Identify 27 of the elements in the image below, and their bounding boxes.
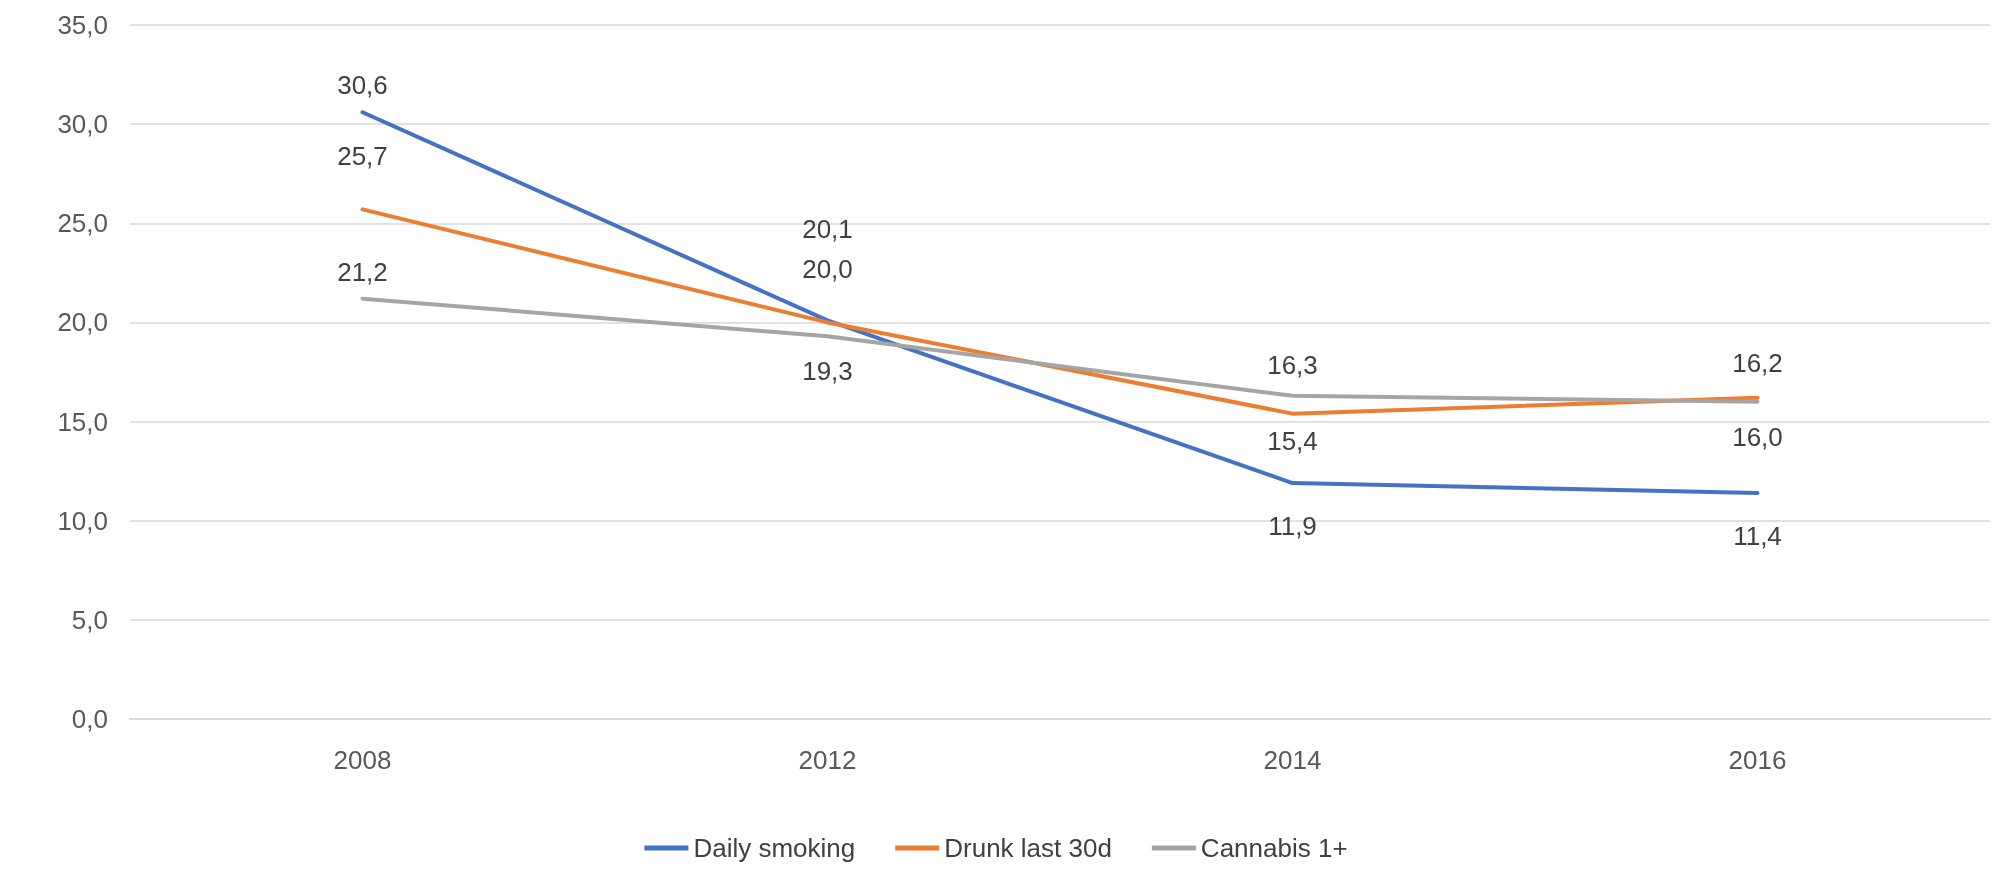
y-tick-label: 20,0 (57, 307, 108, 338)
data-label: 25,7 (337, 141, 388, 172)
y-tick-label: 30,0 (57, 109, 108, 140)
x-tick-label: 2014 (1263, 745, 1322, 775)
x-tick-label: 2012 (798, 745, 857, 775)
data-label: 15,4 (1267, 425, 1318, 456)
legend-label: Cannabis 1+ (1200, 833, 1348, 863)
data-label: 20,0 (802, 254, 853, 285)
data-label: 19,3 (802, 356, 853, 387)
y-tick-label: 0,0 (71, 704, 108, 734)
data-label: 30,6 (337, 70, 388, 101)
y-tick-label: 15,0 (57, 406, 108, 437)
data-label: 21,2 (337, 256, 388, 287)
y-tick-label: 25,0 (57, 208, 108, 239)
data-label: 11,4 (1733, 520, 1782, 551)
data-label: 16,0 (1732, 421, 1783, 452)
data-label: 16,3 (1267, 349, 1318, 380)
data-label: 16,2 (1732, 347, 1783, 378)
y-tick-label: 35,0 (57, 10, 108, 40)
data-label: 20,1 (802, 214, 853, 245)
x-tick-label: 2008 (333, 745, 392, 775)
legend-label: Daily smoking (693, 833, 856, 863)
x-tick-label: 2016 (1728, 745, 1787, 775)
y-tick-label: 5,0 (71, 604, 108, 635)
legend-label: Drunk last 30d (944, 833, 1112, 863)
data-label: 11,9 (1268, 511, 1317, 542)
y-tick-label: 10,0 (57, 505, 108, 536)
